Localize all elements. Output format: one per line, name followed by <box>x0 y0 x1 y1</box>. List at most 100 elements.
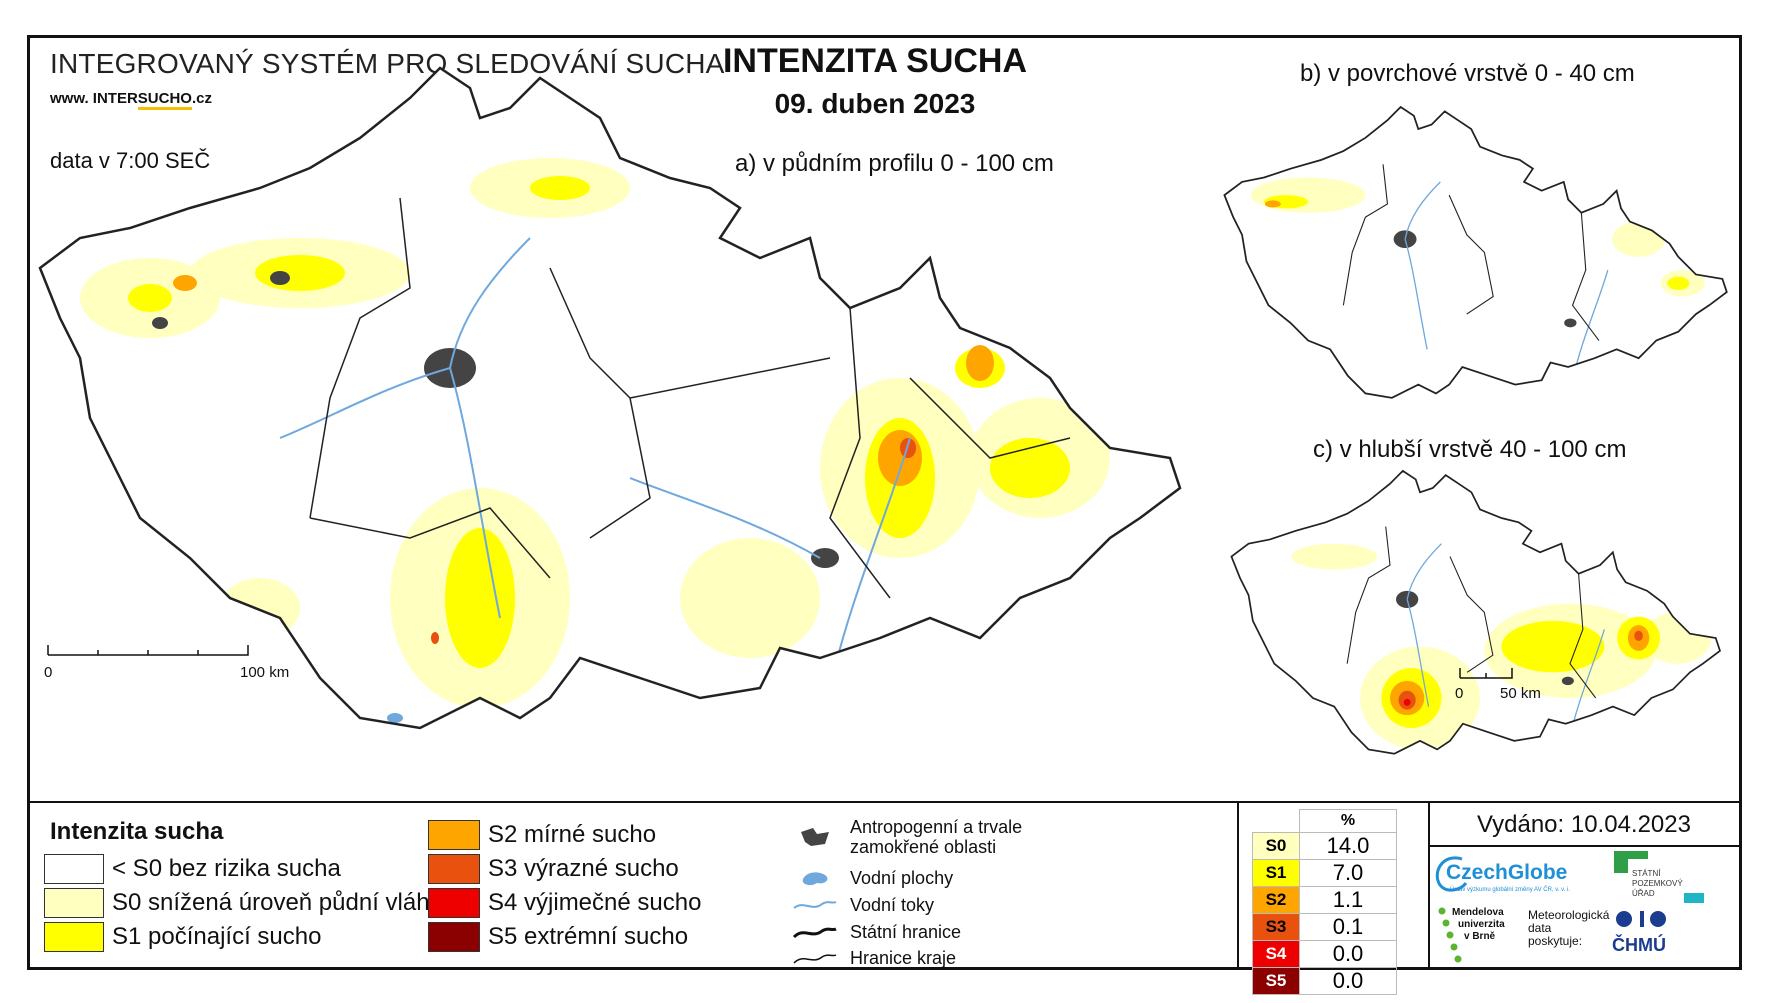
legend-swatch-s2 <box>428 820 480 850</box>
percent-value: 1.1 <box>1299 886 1397 914</box>
percent-header-blank <box>1252 809 1300 833</box>
met-line1: Meteorologická <box>1528 908 1610 922</box>
percent-header: % <box>1299 809 1397 833</box>
legend-symbol-label: Státní hranice <box>850 921 962 942</box>
mendel-logo-icon <box>1438 907 1462 963</box>
percent-row-s0: S0 14.0 <box>1252 832 1397 860</box>
percent-table: % S0 14.0 S1 7.0 S2 1.1 S3 0.1 S4 0.0 <box>1252 809 1397 995</box>
state-border-icon <box>790 919 840 945</box>
legend-class-s3: S3 výrazné sucho <box>428 853 679 885</box>
map-b-title: b) v povrchové vrstvě 0 - 40 cm <box>1300 60 1635 87</box>
percent-row-s5: S5 0.0 <box>1252 967 1397 995</box>
map-c <box>1230 470 1721 755</box>
legend-label: S1 počínající sucho <box>112 923 322 950</box>
czechglobe-logo-icon <box>1435 856 1468 892</box>
percent-row-s2: S2 1.1 <box>1252 886 1397 914</box>
percent-row-s1: S1 7.0 <box>1252 859 1397 887</box>
scale-small-zero: 0 <box>1455 685 1464 702</box>
map-a <box>38 66 1182 730</box>
percent-key: S3 <box>1252 913 1300 941</box>
website-accent: SUCHO <box>137 90 192 110</box>
river-icon <box>790 892 840 918</box>
website-link[interactable]: www. INTERSUCHO.cz <box>50 90 212 110</box>
chmu-logo: ČHMÚ <box>1612 935 1666 955</box>
spu-line2: POZEMKOVÝ <box>1632 879 1683 888</box>
legend-class-s0: S0 snížená úroveň půdní vláhy <box>44 887 442 919</box>
percent-row-s4: S4 0.0 <box>1252 940 1397 968</box>
map-date: 09. duben 2023 <box>774 88 976 119</box>
percent-value: 14.0 <box>1299 832 1397 860</box>
spu-logo-bar <box>1628 851 1648 859</box>
website-prefix: www. INTER <box>50 90 138 107</box>
issued-underline <box>1428 845 1739 847</box>
percent-header-row: % <box>1252 809 1397 833</box>
main-title: INTENZITA SUCHA <box>722 42 1028 80</box>
legend-swatch-none <box>44 854 104 884</box>
legend-class-s1: S1 počínající sucho <box>44 921 321 953</box>
percent-value: 0.1 <box>1299 913 1397 941</box>
map-c-title: c) v hlubší vrstvě 40 - 100 cm <box>1313 436 1627 463</box>
met-line3: poskytuje: <box>1528 934 1583 948</box>
scale-main-zero: 0 <box>44 664 53 681</box>
czechglobe-subtitle: Ústav výzkumu globální změny AV ČR, v. v… <box>1450 887 1571 893</box>
issued-divider <box>1428 803 1430 967</box>
legend-divider <box>1237 803 1239 967</box>
percent-key: S5 <box>1252 967 1300 995</box>
scale-main-end: 100 km <box>240 664 290 681</box>
legend-swatch-s1 <box>44 922 104 952</box>
percent-key: S2 <box>1252 886 1300 914</box>
percent-key: S4 <box>1252 940 1300 968</box>
spu-logo: STÁTNÍ POZEMKOVÝ ÚŘAD <box>1632 869 1683 899</box>
map-frame: INTEGROVANÝ SYSTÉM PRO SLEDOVÁNÍ SUCHA w… <box>27 35 1742 995</box>
legend-swatch-s4 <box>428 888 480 918</box>
czechglobe-logo: CzechGlobe <box>1446 861 1568 884</box>
percent-value: 7.0 <box>1299 859 1397 887</box>
website-suffix: .cz <box>191 90 212 107</box>
legend-symbol-label: Vodní plochy <box>850 867 954 888</box>
legend-class-s5: S5 extrémní sucho <box>428 921 688 953</box>
legend-class-none: < S0 bez rizika sucha <box>44 853 341 885</box>
percent-key: S0 <box>1252 832 1300 860</box>
legend-symbol-water: Vodní plochy <box>790 865 953 891</box>
chmu-logo-icon <box>1616 911 1666 927</box>
map-a-title: a) v půdním profilu 0 - 100 cm <box>735 150 1054 177</box>
logos-area: CzechGlobe Ústav výzkumu globální změny … <box>1432 849 1737 967</box>
legend-label: S4 výjimečné sucho <box>488 889 702 916</box>
mendel-line3: v Brně <box>1464 931 1496 942</box>
legend-symbol-state-border: Státní hranice <box>790 919 961 945</box>
legend-swatch-s0 <box>44 888 104 918</box>
legend-class-s2: S2 mírné sucho <box>428 819 656 851</box>
legend-swatch-s5 <box>428 922 480 952</box>
scale-bar-main <box>47 645 249 656</box>
legend-label: S5 extrémní sucho <box>488 923 689 950</box>
mendel-line2: univerzita <box>1458 919 1505 930</box>
spu-line1: STÁTNÍ <box>1632 869 1661 878</box>
legend-label: S0 snížená úroveň půdní vláhy <box>112 889 442 916</box>
data-time: data v 7:00 SEČ <box>50 148 211 173</box>
spu-logo-icon <box>1614 851 1628 873</box>
legend-label: < S0 bez rizika sucha <box>112 855 341 882</box>
issued-date: Vydáno: 10.04.2023 <box>1477 811 1691 838</box>
scale-bar-small <box>1459 668 1513 679</box>
urban-area-icon <box>790 824 840 850</box>
water-body-icon <box>790 865 840 891</box>
spu-line3: ÚŘAD <box>1632 889 1655 898</box>
percent-value: 0.0 <box>1299 940 1397 968</box>
mendel-logo: Mendelova univerzita v Brně <box>1452 907 1505 943</box>
legend-symbol-urban: Antropogenní a trvale zamokřené oblasti <box>790 817 1090 857</box>
legend-title: Intenzita sucha <box>50 818 224 845</box>
legend-symbol-river: Vodní toky <box>790 892 934 918</box>
region-border-icon <box>790 945 840 971</box>
percent-row-s3: S3 0.1 <box>1252 913 1397 941</box>
spu-logo-accent <box>1684 893 1704 903</box>
legend-swatch-s3 <box>428 854 480 884</box>
legend-symbol-region-border: Hranice kraje <box>790 945 956 971</box>
met-line2: data <box>1528 921 1552 935</box>
legend-label: S3 výrazné sucho <box>488 855 679 882</box>
scale-small-end: 50 km <box>1500 685 1541 702</box>
legend-symbol-label: Hranice kraje <box>850 947 957 968</box>
system-title: INTEGROVANÝ SYSTÉM PRO SLEDOVÁNÍ SUCHA <box>50 48 725 79</box>
percent-key: S1 <box>1252 859 1300 887</box>
legend-symbol-label: Vodní toky <box>850 894 935 915</box>
met-data-text: Meteorologická data poskytuje: <box>1528 909 1609 948</box>
